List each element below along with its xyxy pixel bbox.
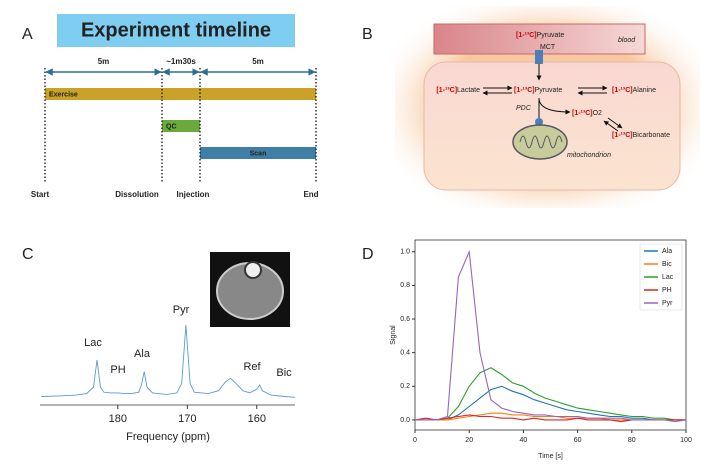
y-tick-label: 0.4 xyxy=(400,349,410,356)
metabolite-label: [1-¹³C]Pyruvate xyxy=(516,32,564,39)
event-label: Dissolution xyxy=(115,190,159,199)
metabolite-label: [1-¹³C]Alanine xyxy=(612,87,656,94)
event-label: Start xyxy=(31,190,50,199)
signal-line xyxy=(415,385,686,421)
x-tick-label: 40 xyxy=(520,437,528,444)
isotope-tag: [1-¹³C] xyxy=(612,132,633,139)
mitochondrion xyxy=(512,124,568,160)
pdc-marker xyxy=(535,118,543,126)
isotope-tag: [1-¹³C] xyxy=(436,87,457,94)
phase-bar xyxy=(45,88,316,100)
metabolite-name: Pyruvate xyxy=(535,87,563,94)
pathway-label: mitochondrion xyxy=(567,152,611,159)
pathway-label: MCT xyxy=(540,44,556,51)
transporter xyxy=(535,50,543,64)
duration-label: ~1m30s xyxy=(166,57,196,66)
panel-label: C xyxy=(22,246,34,263)
signal-line xyxy=(415,367,686,421)
y-tick-label: 0.2 xyxy=(400,383,410,390)
isotope-tag: [1-¹³C] xyxy=(612,87,633,94)
peak-label: Bic xyxy=(276,367,292,379)
peak-label: Lac xyxy=(84,337,102,349)
phase-label: QC xyxy=(166,123,177,130)
duration-label: 5m xyxy=(252,57,264,66)
legend-label: Pyr xyxy=(662,300,673,307)
phase-bar xyxy=(162,120,200,132)
signal-line xyxy=(415,249,687,423)
y-tick-label: 0.8 xyxy=(400,282,410,289)
metabolite-name: O2 xyxy=(593,110,602,117)
y-tick-label: 1.0 xyxy=(400,249,410,256)
peak-label: Pyr xyxy=(173,304,190,316)
metabolite-name: Bicarbonate xyxy=(633,132,670,139)
x-tick-label: 160 xyxy=(248,413,266,425)
spectrum-line xyxy=(41,324,296,398)
metabolite-name: Pyruvate xyxy=(537,32,565,39)
arrow xyxy=(603,120,619,132)
metabolite-label: [1-¹³C]Lactate xyxy=(436,87,480,94)
legend-label: Bic xyxy=(662,261,672,268)
event-label: Injection xyxy=(177,190,210,199)
timeline-title: Experiment timeline xyxy=(81,19,271,41)
metabolite-name: Alanine xyxy=(633,87,656,94)
legend-label: Ala xyxy=(662,248,672,255)
metabolite-label: [1-¹³C]O2 xyxy=(572,110,602,117)
isotope-tag: [1-¹³C] xyxy=(514,87,535,94)
peak-label: Ala xyxy=(134,348,151,360)
x-tick-label: 60 xyxy=(574,437,582,444)
isotope-tag: [1-¹³C] xyxy=(572,110,593,117)
cristae xyxy=(519,135,563,149)
mri-bone xyxy=(244,261,262,279)
x-axis-label: Time [s] xyxy=(538,453,563,460)
phase-bar xyxy=(200,147,316,159)
y-axis-label: Signal xyxy=(390,325,397,345)
x-tick-label: 170 xyxy=(178,413,196,425)
title-box xyxy=(57,14,295,47)
peak-label: PH xyxy=(110,364,125,376)
metabolite-name: Lactate xyxy=(457,87,480,94)
x-tick-label: 100 xyxy=(680,437,692,444)
pathway-label: blood xyxy=(618,37,636,44)
isotope-tag: [1-¹³C] xyxy=(516,32,537,39)
duration-label: 5m xyxy=(98,57,110,66)
y-tick-label: 0.6 xyxy=(400,316,410,323)
event-label: End xyxy=(303,190,318,199)
x-tick-label: 180 xyxy=(109,413,127,425)
legend-label: Lac xyxy=(662,274,674,281)
peak-label: Ref xyxy=(243,361,261,373)
phase-label: Exercise xyxy=(49,91,78,98)
metabolite-label: [1-¹³C]Bicarbonate xyxy=(612,132,670,139)
x-tick-label: 20 xyxy=(465,437,473,444)
arrow xyxy=(607,117,623,129)
panel-label: A xyxy=(22,26,33,43)
metabolite-label: [1-¹³C]Pyruvate xyxy=(514,87,562,94)
legend-label: PH xyxy=(662,287,672,294)
axes-frame xyxy=(414,239,687,431)
panel-label: B xyxy=(362,26,373,43)
x-tick-label: 80 xyxy=(628,437,636,444)
panel-label: D xyxy=(362,246,374,263)
phase-label: Scan xyxy=(250,150,267,157)
y-tick-label: 0.0 xyxy=(400,417,410,424)
x-tick-label: 0 xyxy=(413,437,417,444)
x-axis-label: Frequency (ppm) xyxy=(126,431,210,443)
pathway-label: PDC xyxy=(516,105,532,112)
